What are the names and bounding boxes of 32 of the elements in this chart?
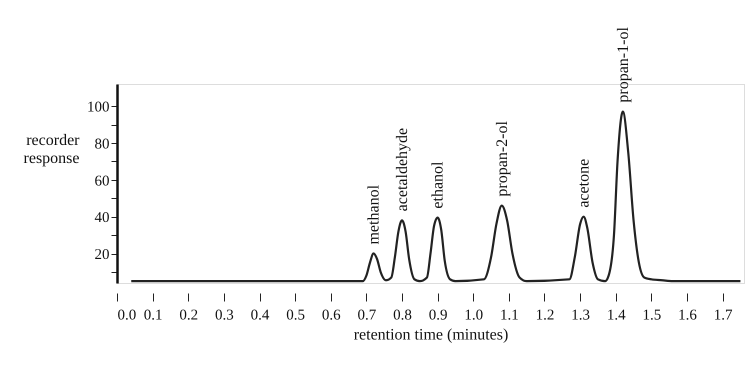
y-tick-label: 100 bbox=[87, 100, 110, 116]
x-tick-label: 1.5 bbox=[642, 308, 662, 324]
x-tick-label: 0.0 bbox=[118, 308, 136, 324]
x-tick-label: 0.5 bbox=[286, 308, 305, 324]
x-axis-title: retention time (minutes) bbox=[354, 326, 508, 344]
x-tick-label: 0.7 bbox=[358, 308, 377, 324]
line-series bbox=[130, 110, 742, 282]
y-tick-label: 60 bbox=[94, 173, 110, 190]
y-tick-label: 40 bbox=[94, 210, 110, 226]
x-tick-label: 1.7 bbox=[714, 308, 733, 324]
x-tick-label: 0.4 bbox=[250, 308, 270, 324]
annotation: acetaldehyde bbox=[394, 128, 411, 212]
annotation: propan-2-ol bbox=[494, 120, 511, 197]
x-tick-label: 0.3 bbox=[215, 308, 234, 324]
annotation: acetone bbox=[576, 158, 593, 208]
x-tick-label: 0.1 bbox=[144, 308, 162, 324]
x-tick-label: 1.4 bbox=[606, 308, 626, 324]
x-tick-label: 1.6 bbox=[678, 308, 698, 324]
x-tick-label: 1.0 bbox=[464, 308, 484, 324]
y-tick-label: 80 bbox=[94, 136, 110, 152]
x-tick-label: 0.8 bbox=[393, 308, 412, 324]
x-tick-label: 0.2 bbox=[179, 308, 198, 324]
annotation: ethanol bbox=[430, 160, 447, 209]
x-tick-label: 1.2 bbox=[536, 308, 554, 324]
x-tick-label: 1.1 bbox=[500, 308, 519, 324]
y-tick-label: 20 bbox=[94, 247, 110, 264]
y-axis-title: recorder response bbox=[24, 132, 80, 167]
x-tick-label: 0.6 bbox=[322, 308, 342, 324]
annotation: methanol bbox=[366, 184, 382, 245]
annotation: propan-1-ol bbox=[614, 26, 632, 103]
x-tick-label: 0.9 bbox=[428, 308, 448, 324]
x-tick-label: 1.3 bbox=[571, 308, 590, 324]
